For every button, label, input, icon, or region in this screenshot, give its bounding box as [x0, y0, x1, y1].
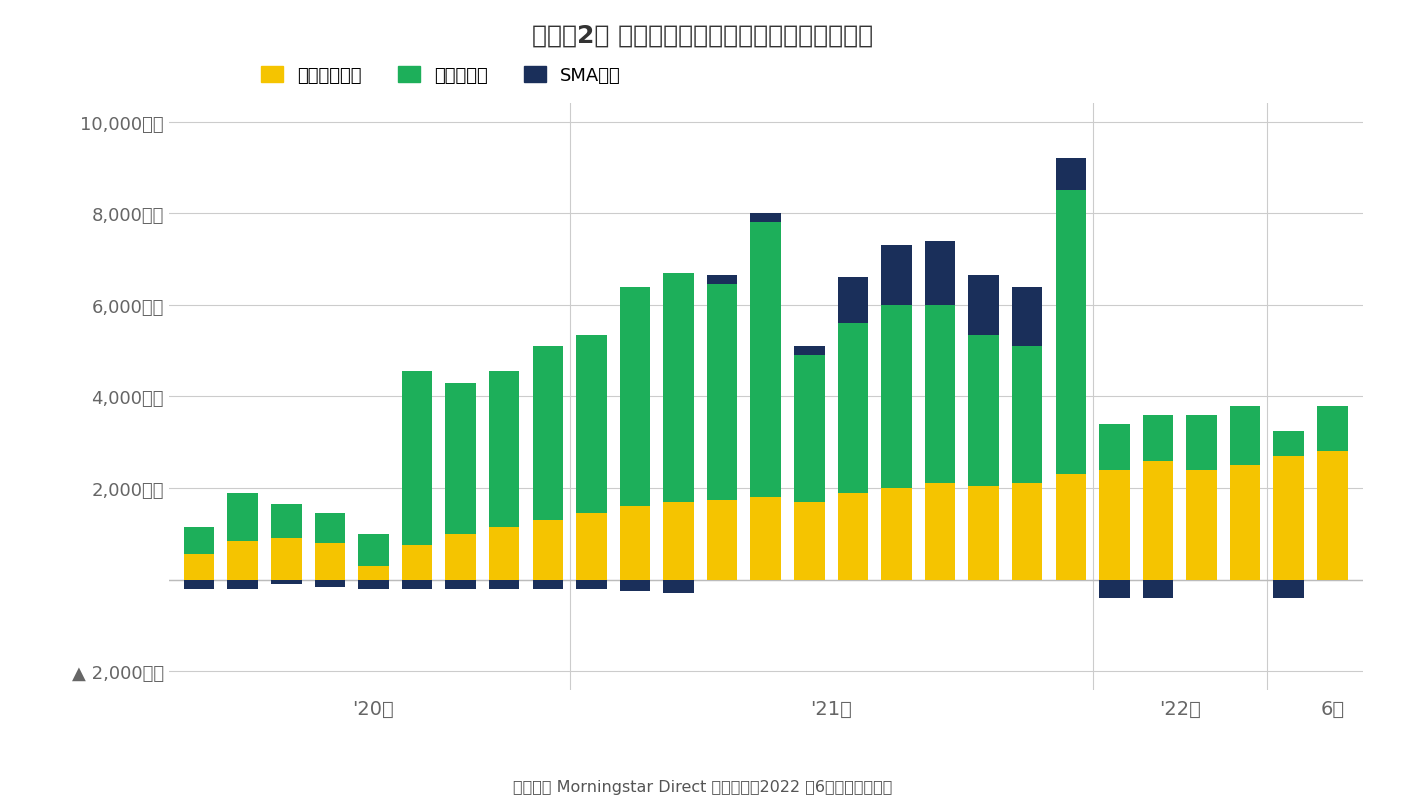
Bar	[750, 214, 781, 223]
Bar	[1316, 406, 1347, 452]
Bar	[881, 246, 912, 306]
Bar	[837, 493, 868, 580]
Bar	[271, 580, 302, 585]
Bar	[1316, 452, 1347, 580]
Bar	[794, 346, 825, 356]
Bar	[750, 223, 781, 497]
Legend: インデックス, アクティブ, SMA専用: インデックス, アクティブ, SMA専用	[261, 67, 621, 85]
Bar	[576, 580, 607, 589]
Bar	[968, 486, 999, 580]
Bar	[620, 287, 651, 507]
Bar	[794, 356, 825, 502]
Bar	[1142, 461, 1173, 580]
Bar	[358, 566, 389, 580]
Bar	[445, 383, 476, 534]
Bar	[402, 545, 433, 580]
Bar	[924, 241, 955, 306]
Bar	[620, 580, 651, 591]
Bar	[1142, 415, 1173, 461]
Bar	[707, 500, 738, 580]
Bar	[881, 306, 912, 488]
Bar	[271, 539, 302, 580]
Bar	[837, 278, 868, 324]
Bar	[794, 502, 825, 580]
Text: '20年: '20年	[353, 699, 395, 718]
Bar	[1186, 415, 1217, 470]
Bar	[358, 580, 389, 589]
Bar	[184, 555, 215, 580]
Bar	[1273, 580, 1304, 598]
Bar	[358, 534, 389, 566]
Bar	[315, 580, 346, 587]
Bar	[1099, 470, 1130, 580]
Text: 6月: 6月	[1321, 699, 1345, 718]
Bar	[750, 497, 781, 580]
Bar	[1055, 191, 1086, 475]
Bar	[271, 504, 302, 539]
Bar	[1229, 466, 1260, 580]
Bar	[532, 520, 563, 580]
Bar	[968, 335, 999, 486]
Bar	[1229, 406, 1260, 466]
Bar	[184, 580, 215, 589]
Bar	[1142, 580, 1173, 598]
Text: 【図袅2】 外国株式ファンドの資金流出入の推移: 【図袅2】 外国株式ファンドの資金流出入の推移	[532, 24, 873, 48]
Bar	[1099, 424, 1130, 470]
Bar	[1273, 456, 1304, 580]
Bar	[489, 372, 520, 528]
Bar	[1055, 159, 1086, 191]
Bar	[707, 276, 738, 285]
Bar	[707, 285, 738, 500]
Bar	[532, 346, 563, 520]
Bar	[663, 502, 694, 580]
Bar	[1012, 484, 1043, 580]
Bar	[532, 580, 563, 589]
Bar	[924, 484, 955, 580]
Bar	[924, 306, 955, 484]
Bar	[184, 528, 215, 555]
Bar	[881, 488, 912, 580]
Bar	[489, 580, 520, 589]
Bar	[1099, 580, 1130, 598]
Bar	[968, 276, 999, 335]
Bar	[228, 493, 259, 541]
Text: '21年: '21年	[811, 699, 851, 718]
Bar	[1273, 431, 1304, 456]
Bar	[620, 507, 651, 580]
Bar	[445, 534, 476, 580]
Bar	[402, 580, 433, 589]
Bar	[402, 372, 433, 545]
Bar	[1012, 287, 1043, 346]
Bar	[445, 580, 476, 589]
Bar	[228, 580, 259, 589]
Bar	[837, 324, 868, 493]
Bar	[315, 544, 346, 580]
Bar	[1012, 346, 1043, 484]
Bar	[228, 541, 259, 580]
Bar	[576, 335, 607, 513]
Bar	[663, 580, 694, 593]
Text: '22年: '22年	[1159, 699, 1201, 718]
Bar	[1055, 475, 1086, 580]
Text: （資料） Morningstar Direct より作成。2022 年6月のみ推計値。: （資料） Morningstar Direct より作成。2022 年6月のみ推…	[513, 779, 892, 794]
Bar	[489, 528, 520, 580]
Bar	[1186, 470, 1217, 580]
Bar	[315, 513, 346, 544]
Bar	[663, 273, 694, 502]
Bar	[576, 513, 607, 580]
